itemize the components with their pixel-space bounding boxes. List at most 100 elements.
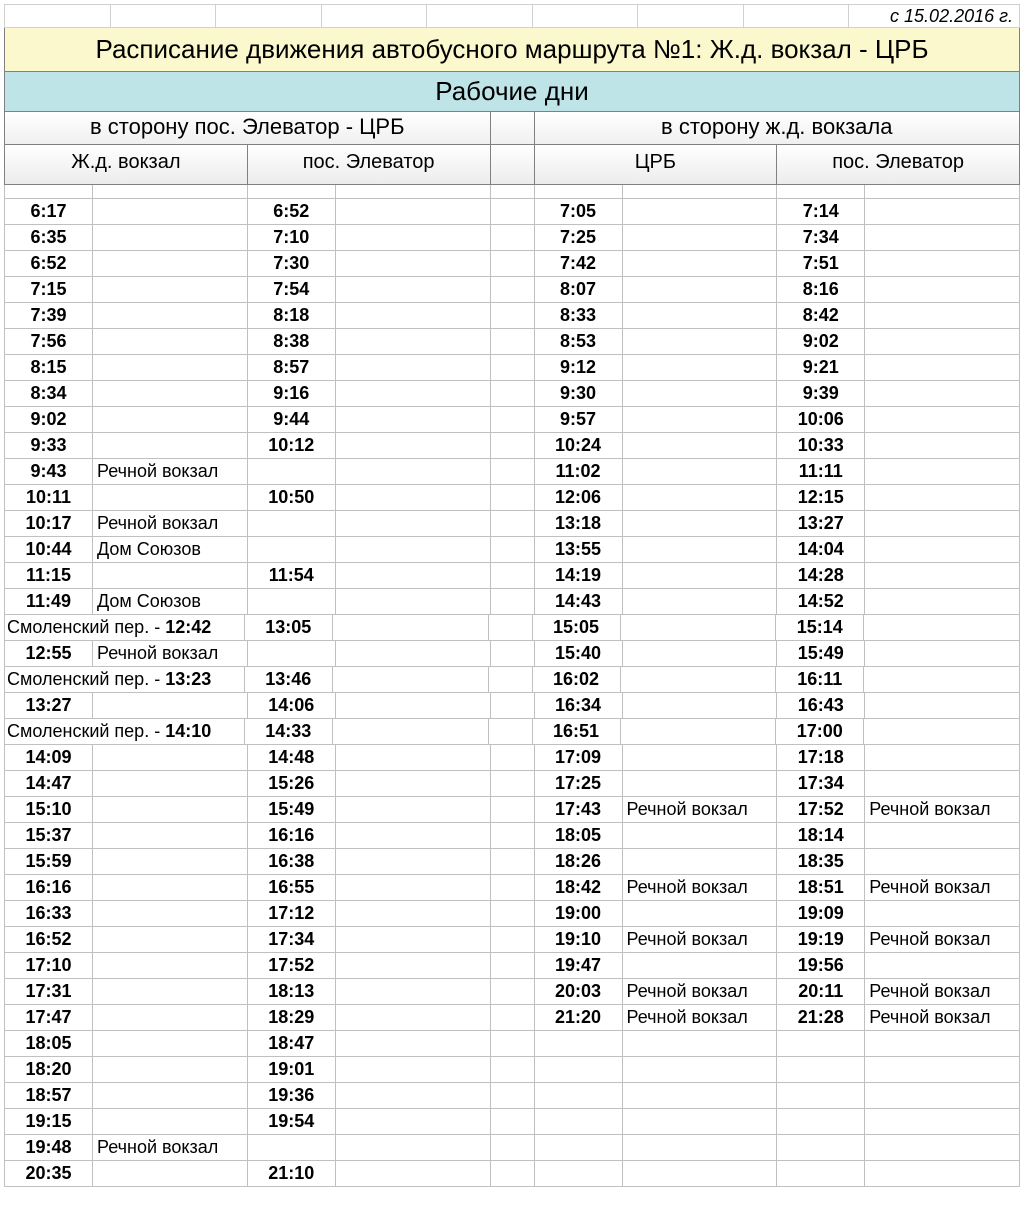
gap-cell bbox=[491, 563, 535, 589]
merged-departure-cell: Смоленский пер. - 14:10 bbox=[5, 719, 245, 745]
time-cell: 8:57 bbox=[248, 355, 336, 381]
time-cell bbox=[535, 1031, 623, 1057]
note-cell bbox=[336, 199, 491, 225]
table-row: 20:3521:10 bbox=[4, 1161, 1020, 1187]
gap-cell bbox=[491, 823, 535, 849]
time-cell bbox=[777, 1109, 865, 1135]
time-cell: 17:00 bbox=[776, 719, 864, 745]
note-cell bbox=[93, 823, 248, 849]
time-cell: 12:06 bbox=[535, 485, 623, 511]
note-cell bbox=[336, 485, 491, 511]
time-cell: 7:05 bbox=[535, 199, 623, 225]
time-cell: 9:12 bbox=[535, 355, 623, 381]
note-cell bbox=[93, 433, 248, 459]
time-cell: 18:35 bbox=[777, 849, 865, 875]
note-cell bbox=[865, 537, 1020, 563]
time-cell: 13:18 bbox=[535, 511, 623, 537]
time-cell: 10:06 bbox=[777, 407, 865, 433]
time-cell: 20:35 bbox=[5, 1161, 93, 1187]
note-cell bbox=[865, 1135, 1020, 1161]
note-cell bbox=[336, 355, 491, 381]
gap-cell bbox=[491, 1005, 535, 1031]
time-cell: 18:29 bbox=[248, 1005, 336, 1031]
time-cell: 9:43 bbox=[5, 459, 93, 485]
time-cell: 8:07 bbox=[535, 277, 623, 303]
note-cell: Речной вокзал bbox=[93, 459, 248, 485]
table-row: 13:2714:0616:3416:43 bbox=[4, 693, 1020, 719]
time-cell: 18:05 bbox=[535, 823, 623, 849]
merged-departure-cell: Смоленский пер. - 13:23 bbox=[5, 667, 245, 693]
note-cell bbox=[865, 1083, 1020, 1109]
time-cell: 14:09 bbox=[5, 745, 93, 771]
time-cell: 20:11 bbox=[777, 979, 865, 1005]
time-cell: 8:16 bbox=[777, 277, 865, 303]
note-cell bbox=[336, 303, 491, 329]
note-cell: Речной вокзал bbox=[623, 1005, 778, 1031]
note-cell bbox=[93, 199, 248, 225]
time-cell bbox=[248, 641, 336, 667]
time-cell: 17:34 bbox=[248, 927, 336, 953]
gap-cell bbox=[491, 303, 535, 329]
time-cell: 17:43 bbox=[535, 797, 623, 823]
time-cell bbox=[248, 589, 336, 615]
note-cell bbox=[865, 1057, 1020, 1083]
note-cell bbox=[336, 251, 491, 277]
time-cell: 6:17 bbox=[5, 199, 93, 225]
time-cell bbox=[248, 511, 336, 537]
time-cell: 8:42 bbox=[777, 303, 865, 329]
note-cell bbox=[336, 1135, 491, 1161]
note-cell bbox=[621, 615, 777, 641]
note-cell: Речной вокзал bbox=[93, 641, 248, 667]
note-cell bbox=[336, 537, 491, 563]
note-cell bbox=[336, 1083, 491, 1109]
time-cell: 19:10 bbox=[535, 927, 623, 953]
note-cell bbox=[865, 745, 1020, 771]
gap-cell bbox=[491, 1031, 535, 1057]
note-cell bbox=[93, 1083, 248, 1109]
note-cell bbox=[93, 797, 248, 823]
time-cell bbox=[535, 1083, 623, 1109]
time-cell: 15:37 bbox=[5, 823, 93, 849]
time-cell: 9:16 bbox=[248, 381, 336, 407]
note-cell bbox=[623, 1083, 778, 1109]
time-cell: 11:15 bbox=[5, 563, 93, 589]
time-cell: 10:24 bbox=[535, 433, 623, 459]
note-cell bbox=[865, 433, 1020, 459]
note-cell bbox=[623, 1109, 778, 1135]
table-row: 7:398:188:338:42 bbox=[4, 303, 1020, 329]
time-cell: 13:05 bbox=[245, 615, 333, 641]
note-cell bbox=[623, 693, 778, 719]
note-cell bbox=[864, 615, 1020, 641]
table-row: 7:568:388:539:02 bbox=[4, 329, 1020, 355]
time-cell: 19:36 bbox=[248, 1083, 336, 1109]
note-cell: Речной вокзал bbox=[865, 979, 1020, 1005]
time-cell: 12:15 bbox=[777, 485, 865, 511]
time-cell: 9:57 bbox=[535, 407, 623, 433]
time-cell: 18:14 bbox=[777, 823, 865, 849]
table-row: 9:3310:1210:2410:33 bbox=[4, 433, 1020, 459]
note-cell bbox=[333, 667, 489, 693]
gap-cell bbox=[489, 719, 533, 745]
note-cell bbox=[336, 1161, 491, 1187]
table-row: 16:5217:3419:10Речной вокзал19:19Речной … bbox=[4, 927, 1020, 953]
note-cell bbox=[623, 1161, 778, 1187]
gap-cell bbox=[491, 1057, 535, 1083]
gap-cell bbox=[491, 849, 535, 875]
time-cell: 7:15 bbox=[5, 277, 93, 303]
stop-r2: пос. Элеватор bbox=[777, 145, 1020, 184]
time-cell: 7:30 bbox=[248, 251, 336, 277]
time-cell: 19:48 bbox=[5, 1135, 93, 1161]
time-cell: 15:49 bbox=[248, 797, 336, 823]
table-row: 16:3317:1219:0019:09 bbox=[4, 901, 1020, 927]
time-cell bbox=[777, 1161, 865, 1187]
stop-gap bbox=[491, 145, 535, 184]
time-cell: 7:34 bbox=[777, 225, 865, 251]
note-cell bbox=[93, 745, 248, 771]
table-row: 6:176:527:057:14 bbox=[4, 199, 1020, 225]
table-row: 8:158:579:129:21 bbox=[4, 355, 1020, 381]
time-cell: 6:35 bbox=[5, 225, 93, 251]
note-cell bbox=[336, 927, 491, 953]
table-row: 16:1616:5518:42Речной вокзал18:51Речной … bbox=[4, 875, 1020, 901]
gap-cell bbox=[491, 381, 535, 407]
note-cell bbox=[93, 277, 248, 303]
